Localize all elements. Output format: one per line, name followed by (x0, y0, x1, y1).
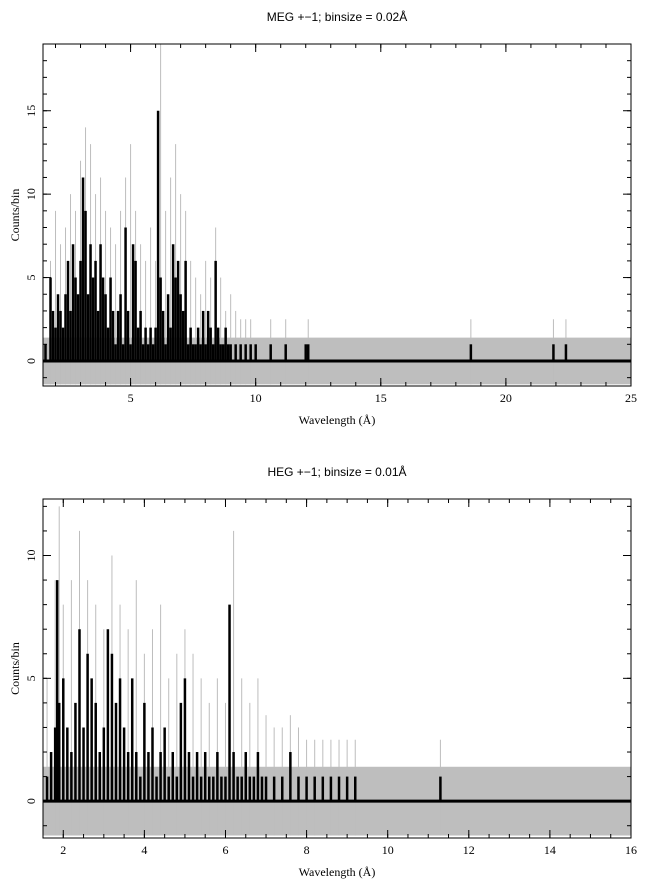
x-tick-label: 6 (222, 843, 228, 857)
x-axis-ticks: 5 10 15 20 25 (55, 44, 637, 405)
x-tick-label: 16 (625, 843, 637, 857)
x-tick-label: 4 (141, 843, 147, 857)
x-tick-label: 15 (375, 391, 387, 405)
y-axis-ticks: 0 5 10 15 (24, 43, 631, 379)
y-tick-label: 5 (24, 675, 38, 681)
x-tick-label: 5 (128, 391, 134, 405)
x-tick-label: 25 (625, 391, 637, 405)
counts-histogram (44, 110, 568, 361)
plot-frame (42, 498, 632, 839)
x-tick-label: 10 (382, 843, 394, 857)
chart-title: MEG +−1; binsize = 0.02Å (267, 9, 407, 24)
heg-spectrum-panel: 2 4 6 8 10 12 14 16 0 5 10 HEG +−1; binsize = 0.0… (8, 464, 637, 879)
y-tick-label: 0 (24, 358, 38, 364)
y-axis-label: Counts/bin (8, 642, 22, 695)
x-tick-label: 20 (500, 391, 512, 405)
y-tick-label: 10 (24, 188, 38, 200)
x-tick-label: 8 (304, 843, 310, 857)
chart-title: HEG +−1; binsize = 0.01Å (267, 464, 406, 479)
counts-histogram (45, 580, 442, 802)
y-tick-label: 15 (24, 105, 38, 117)
y-axis-label: Counts/bin (8, 189, 22, 242)
x-axis-ticks: 2 4 6 8 10 12 14 16 (42, 499, 637, 857)
plot-frame (42, 43, 632, 387)
x-tick-label: 10 (250, 391, 262, 405)
y-tick-label: 0 (24, 798, 38, 804)
x-axis-label: Wavelength (Å) (299, 865, 376, 879)
x-tick-label: 2 (60, 843, 66, 857)
x-axis-label: Wavelength (Å) (299, 413, 376, 427)
meg-spectrum-panel: 5 10 15 20 25 0 5 10 15 MEG +−1; binsize = 0.02… (8, 9, 637, 427)
x-tick-label: 14 (544, 843, 556, 857)
y-axis-ticks: 0 5 10 (24, 505, 631, 827)
x-tick-label: 12 (463, 843, 475, 857)
y-tick-label: 10 (24, 550, 38, 562)
y-tick-label: 5 (24, 275, 38, 281)
